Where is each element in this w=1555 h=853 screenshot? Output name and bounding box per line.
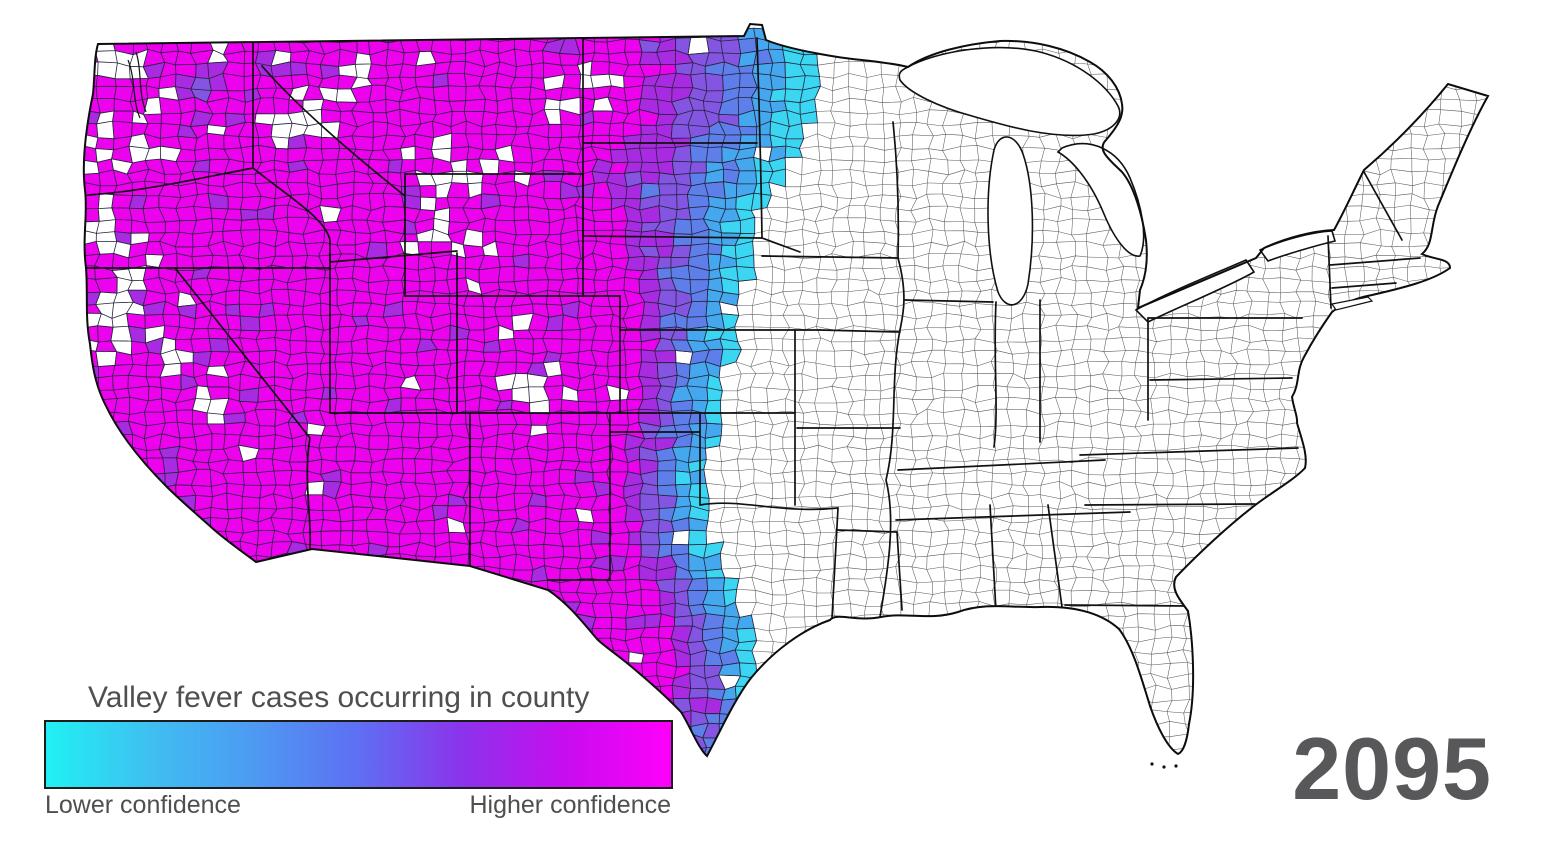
florida-keys <box>1150 762 1178 769</box>
state-border-line <box>896 531 903 611</box>
state-border-line <box>174 267 312 549</box>
legend-gradient-bar <box>44 720 673 789</box>
state-border-line <box>1149 377 1293 381</box>
state-border-line <box>1047 504 1063 608</box>
legend-low-label: Lower confidence <box>45 791 241 819</box>
legend: Valley fever cases occurring in county L… <box>44 681 673 819</box>
lake-superior <box>898 46 1121 137</box>
state-border-line <box>1064 604 1189 607</box>
state-border-line <box>761 255 899 259</box>
state-border-line <box>895 511 1131 521</box>
state-border-line <box>1331 282 1397 289</box>
long-island <box>1331 296 1374 311</box>
county-cells-no-data <box>703 24 1489 756</box>
state-border-line <box>831 507 839 619</box>
legend-title: Valley fever cases occurring in county <box>88 681 589 714</box>
state-border-line <box>1329 257 1421 266</box>
us-outline <box>82 22 1490 758</box>
state-border-line <box>892 121 900 259</box>
year-label: 2095 <box>1292 719 1492 818</box>
state-border-line <box>1327 235 1332 309</box>
coastal-details <box>127 51 1374 311</box>
state-border-line <box>252 167 331 269</box>
state-border-line <box>989 504 997 612</box>
state-border-line <box>1084 503 1256 506</box>
state-borders <box>85 37 1421 619</box>
state-border-line <box>879 329 901 618</box>
puget-sound-inlets <box>127 51 147 119</box>
state-border-line <box>1079 447 1299 456</box>
state-border-line <box>993 301 997 448</box>
state-border-line <box>261 65 406 197</box>
state-border-line <box>329 250 458 263</box>
legend-high-label: Higher confidence <box>469 791 671 819</box>
state-border-line <box>897 459 1106 471</box>
state-border-line <box>837 529 898 533</box>
state-border-line <box>1363 171 1403 241</box>
state-border-line <box>87 167 254 196</box>
state-border-line <box>904 299 994 303</box>
state-border-line <box>819 329 901 333</box>
lake-michigan <box>987 136 1034 306</box>
state-border-line <box>756 37 763 239</box>
state-border-line <box>897 257 905 331</box>
lake-erie <box>1134 258 1256 323</box>
state-border-line <box>699 502 839 511</box>
